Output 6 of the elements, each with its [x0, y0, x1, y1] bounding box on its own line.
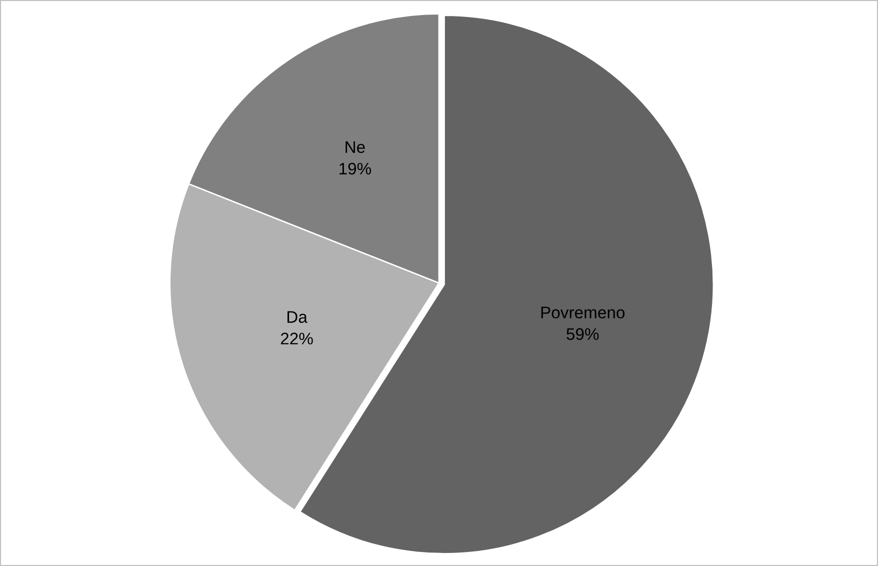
slice-label: Povremeno [541, 306, 625, 318]
data-label: 19% [340, 162, 372, 175]
data-label: 59% [566, 328, 599, 340]
data-label: 22% [280, 332, 313, 344]
slice-label: Da [287, 311, 308, 323]
slice-label: Ne [346, 141, 365, 153]
